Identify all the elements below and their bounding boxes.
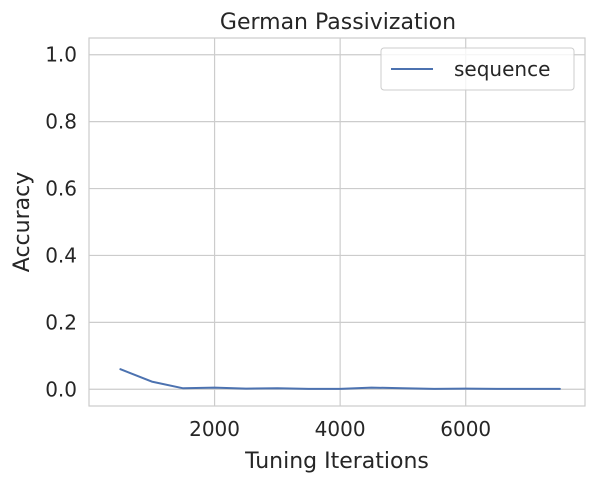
y-tick-label: 0.4 — [45, 243, 77, 267]
x-axis-title: Tuning Iterations — [244, 449, 429, 474]
y-tick-labels: 0.0 0.2 0.4 0.6 0.8 1.0 — [45, 43, 77, 402]
legend-box — [380, 47, 575, 91]
legend-label-sequence: sequence — [454, 57, 550, 81]
y-tick-label: 0.2 — [45, 310, 77, 334]
y-axis-title: Accuracy — [10, 172, 35, 272]
x-tick-labels: 2000 4000 6000 — [189, 417, 491, 441]
chart-title: German Passivization — [220, 10, 456, 35]
x-tick-label: 2000 — [189, 417, 240, 441]
x-tick-label: 4000 — [315, 417, 366, 441]
plot-frame — [88, 37, 586, 407]
y-tick-label: 0.0 — [45, 377, 77, 401]
series-group — [119, 368, 561, 390]
y-tick-label: 0.8 — [45, 110, 77, 134]
y-tick-label: 1.0 — [45, 43, 77, 67]
x-tick-label: 6000 — [440, 417, 491, 441]
y-tick-label: 0.6 — [45, 177, 77, 201]
grid — [89, 38, 585, 406]
plot-area — [88, 37, 586, 407]
plot-background — [89, 38, 585, 406]
legend: sequence — [380, 47, 575, 91]
